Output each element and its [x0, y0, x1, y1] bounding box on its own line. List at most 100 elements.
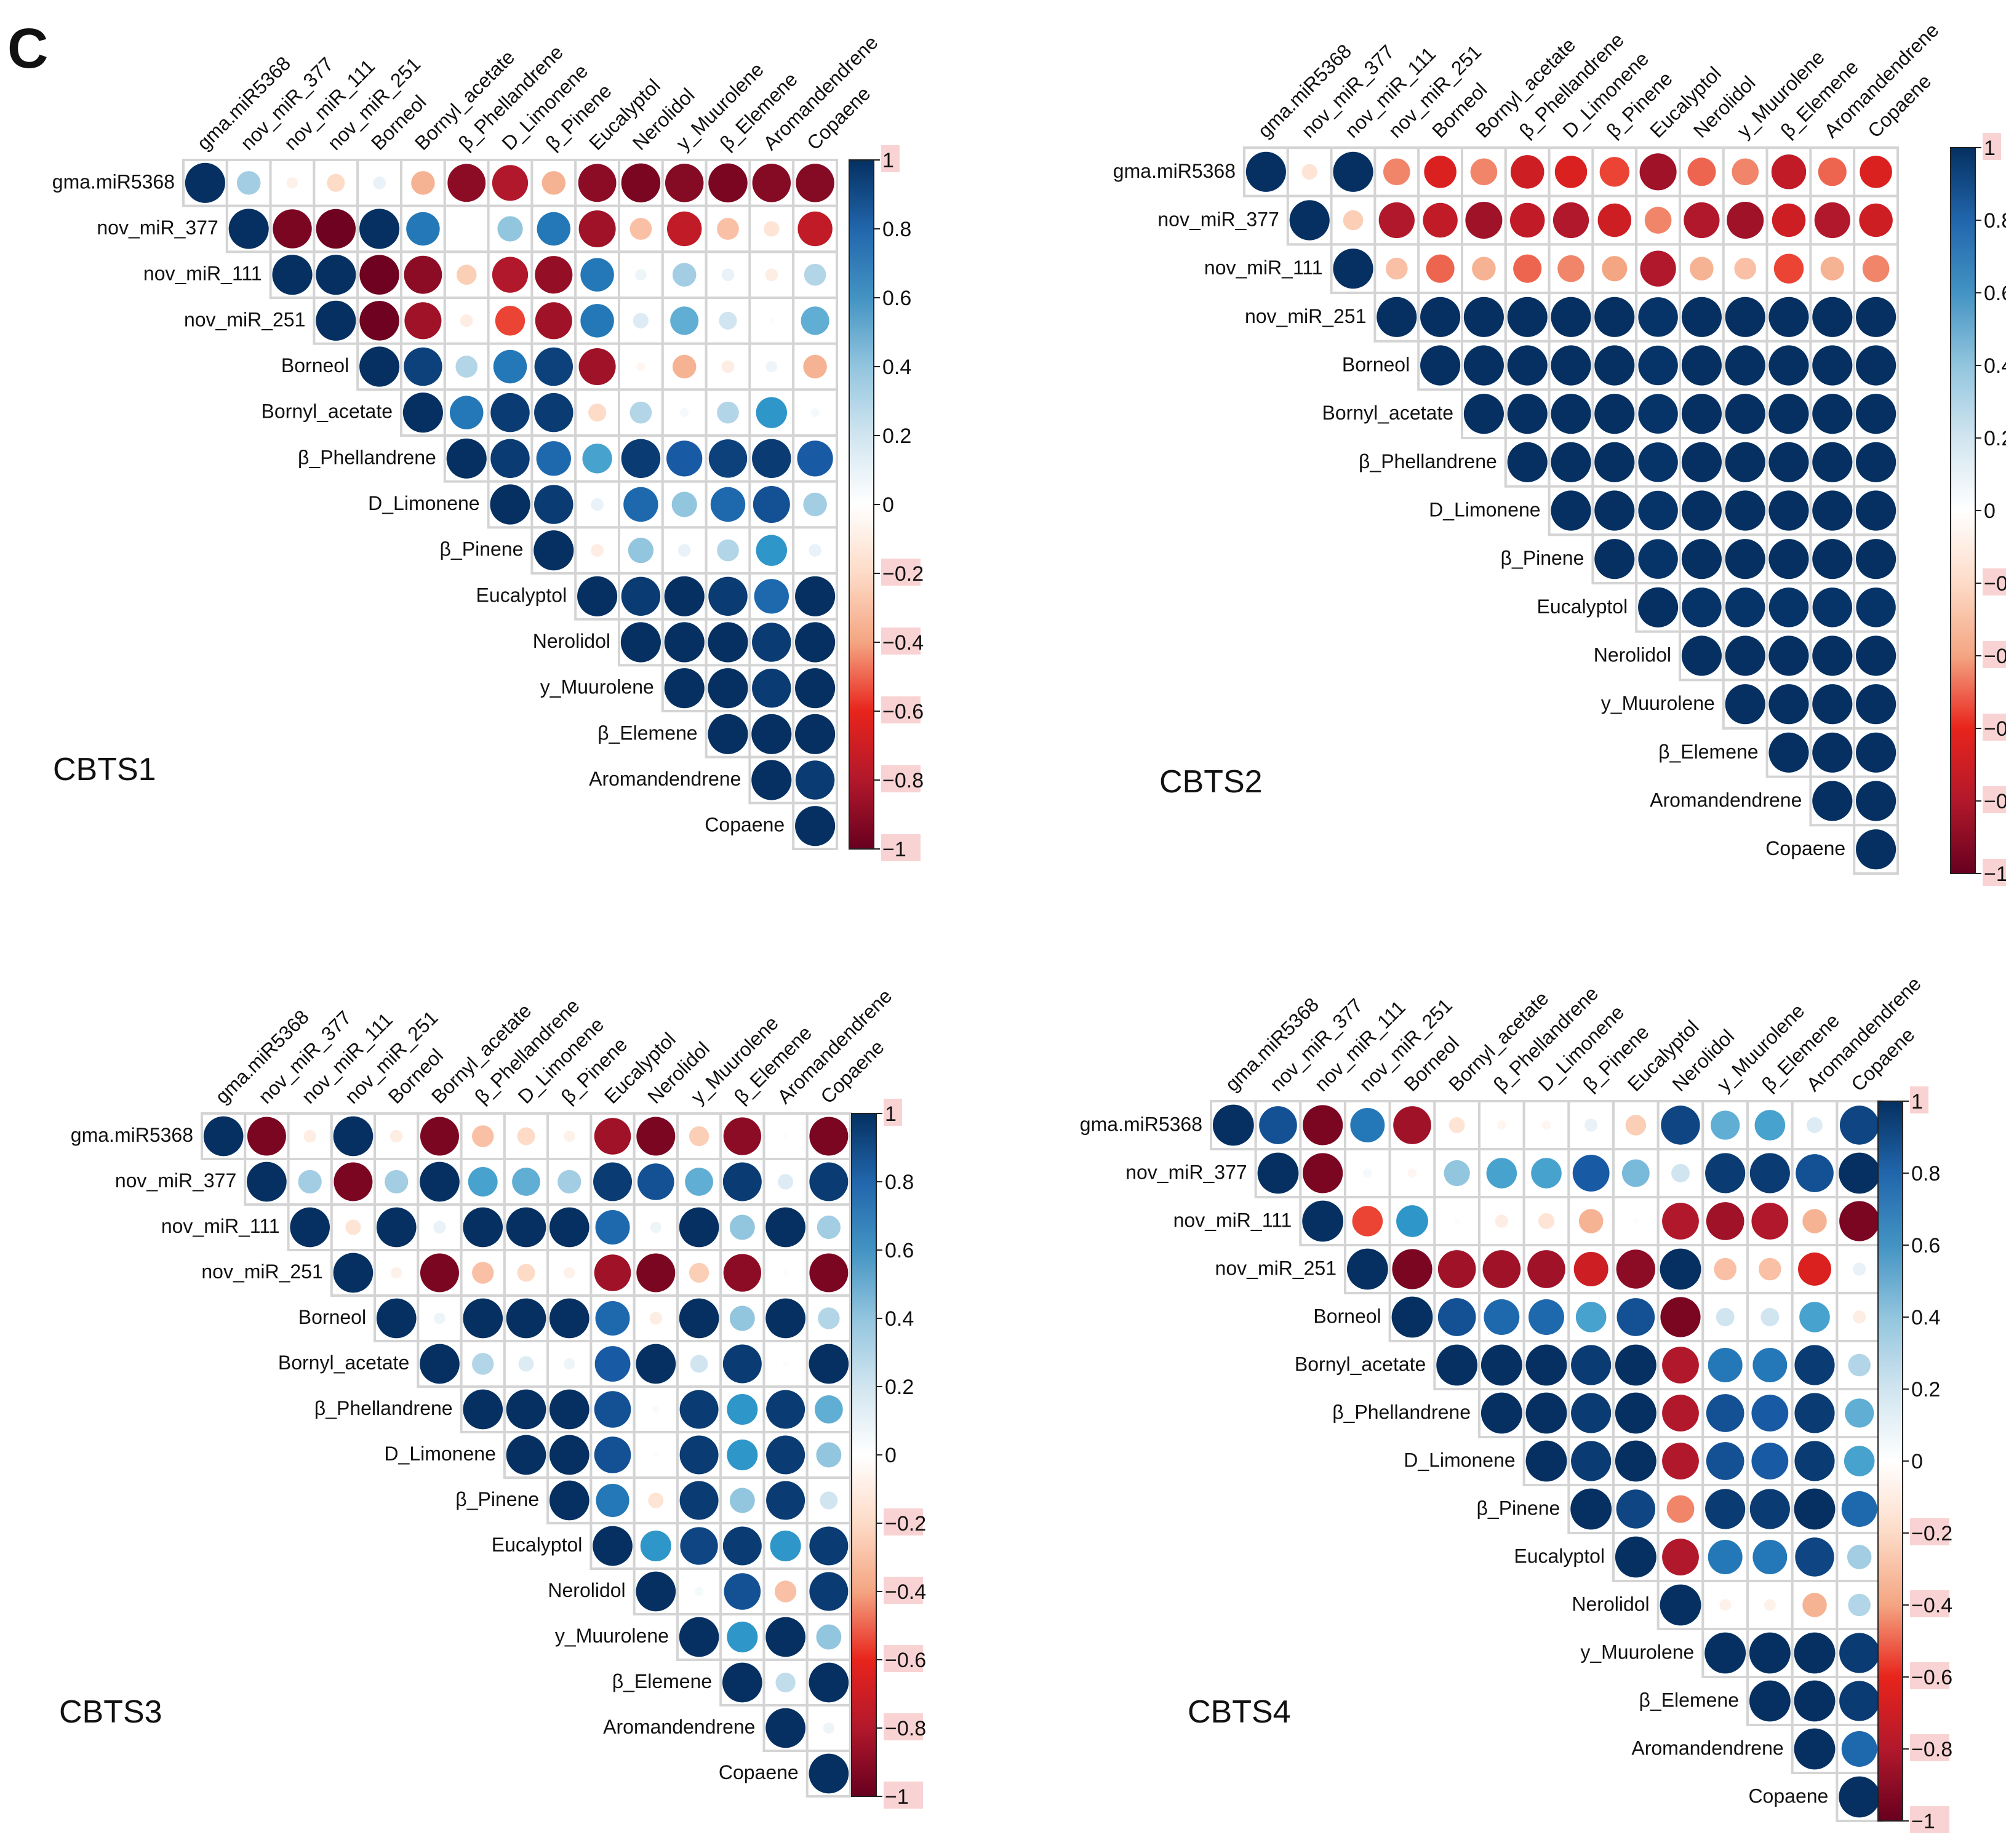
colorbar-tick-label: 0.8 — [1911, 1162, 1940, 1185]
correlation-dot — [797, 440, 833, 477]
negative-tick-highlight — [1983, 859, 2006, 886]
correlation-dot — [537, 212, 571, 246]
correlation-dot — [1681, 490, 1722, 531]
correlation-dot — [1513, 254, 1542, 283]
correlation-dot — [809, 1117, 849, 1156]
correlation-dot — [359, 255, 399, 295]
correlation-dot — [621, 163, 661, 203]
correlation-dot — [1615, 1344, 1656, 1386]
correlation-dot — [1570, 1488, 1612, 1530]
correlation-dot — [689, 1126, 709, 1147]
correlation-dot — [391, 1267, 402, 1279]
correlation-dot — [506, 1298, 546, 1339]
correlation-dot — [727, 1393, 758, 1425]
row-label: D_Limonene — [384, 1443, 495, 1465]
negative-tick-highlight — [1983, 786, 2006, 813]
tick-highlight — [1983, 133, 2001, 160]
correlation-dot — [795, 622, 836, 663]
correlation-dot — [1507, 297, 1548, 337]
correlation-dot — [1681, 394, 1722, 434]
correlation-dot — [1289, 200, 1330, 241]
correlation-dot — [1725, 635, 1765, 676]
correlation-dot — [1594, 394, 1635, 434]
correlation-dot — [1725, 490, 1765, 531]
correlation-dot — [376, 1298, 417, 1339]
correlation-dot — [472, 1262, 494, 1284]
correlation-dot — [649, 1312, 663, 1325]
colorbar — [851, 1113, 877, 1797]
correlation-dot — [594, 1254, 631, 1291]
correlation-dot — [247, 1117, 286, 1156]
row-label: nov_miR_111 — [1204, 257, 1323, 279]
colorbar-tick-label: 0.4 — [882, 356, 911, 379]
correlation-dot — [803, 354, 827, 379]
correlation-dot — [472, 1125, 494, 1147]
correlation-dot — [1301, 164, 1317, 180]
correlation-dot — [727, 1621, 758, 1653]
grid-cell — [503, 1340, 549, 1388]
colorbar-tick-label: 0.2 — [885, 1376, 914, 1399]
correlation-dot — [1507, 442, 1548, 482]
colorbar-tick-label: 0.8 — [885, 1171, 914, 1194]
colorbar-tick-label: −0.4 — [885, 1580, 926, 1604]
correlation-dot — [468, 1167, 498, 1197]
correlation-dot — [1616, 1249, 1656, 1289]
correlation-dot — [1856, 781, 1896, 821]
correlation-dot — [359, 209, 400, 249]
row-label: nov_miR_377 — [115, 1169, 236, 1192]
correlation-dot — [1725, 442, 1765, 482]
colorbar-tick-label: 0.4 — [1984, 354, 2006, 378]
negative-tick-highlight — [1910, 1806, 1949, 1833]
correlation-dot — [564, 1358, 575, 1370]
correlation-dot — [580, 304, 614, 338]
correlation-dot — [1571, 1393, 1612, 1433]
correlation-dot — [1752, 1348, 1788, 1382]
correlation-dot — [1662, 1347, 1699, 1384]
colorbar — [849, 159, 874, 850]
correlation-dot — [236, 171, 261, 195]
correlation-dot — [1551, 442, 1591, 482]
correlation-dot — [228, 209, 269, 249]
correlation-dot — [1638, 587, 1679, 627]
correlation-dot — [1602, 256, 1628, 282]
colorbar-tick-label: −0.4 — [882, 631, 924, 655]
correlation-dot — [594, 1436, 631, 1473]
colorbar-tick-label: 0 — [885, 1444, 897, 1467]
correlation-dot — [449, 396, 484, 429]
correlation-dot — [666, 440, 703, 477]
correlation-dot — [671, 492, 697, 517]
correlation-dot — [636, 362, 645, 372]
correlation-dot — [1638, 297, 1678, 337]
correlation-dot — [1794, 1393, 1835, 1433]
correlation-dot — [460, 314, 473, 327]
colorbar-tick-label: 0.4 — [1911, 1306, 1940, 1329]
correlation-dot — [588, 404, 607, 422]
row-label: gma.miR5368 — [1080, 1113, 1202, 1135]
correlation-dot — [541, 171, 566, 195]
correlation-dot — [722, 1162, 762, 1201]
colorbar-tick-label: −0.4 — [1911, 1594, 1952, 1617]
correlation-dot — [628, 538, 653, 564]
correlation-dot — [1584, 1118, 1598, 1132]
correlation-dot — [765, 268, 778, 281]
correlation-dot — [621, 439, 661, 479]
correlation-dot — [1812, 732, 1853, 773]
correlation-dot — [795, 576, 836, 616]
correlation-dot — [689, 1262, 709, 1283]
colorbar-tick-label: −0.6 — [1984, 717, 2006, 741]
colorbar-tick-label: 1 — [882, 149, 894, 172]
correlation-dot — [490, 439, 530, 479]
correlation-dot — [1551, 345, 1591, 386]
correlation-dot — [635, 269, 647, 281]
correlation-dot — [1856, 297, 1896, 337]
correlation-dot — [672, 354, 697, 379]
correlation-dot — [1768, 442, 1809, 482]
correlation-dot — [1644, 207, 1672, 234]
correlation-dot — [1839, 1152, 1880, 1194]
correlation-dot — [765, 1708, 805, 1748]
correlation-dot — [1768, 539, 1809, 579]
row-label: β_Pinene — [455, 1488, 539, 1510]
correlation-dot — [770, 1530, 801, 1562]
correlation-dot — [1594, 297, 1635, 337]
correlation-dot — [1497, 1120, 1506, 1130]
